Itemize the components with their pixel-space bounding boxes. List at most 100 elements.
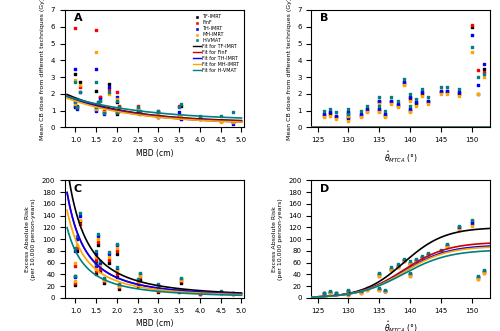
Point <box>418 90 426 95</box>
Point <box>154 115 162 120</box>
Point <box>455 228 463 233</box>
Point <box>375 106 383 112</box>
Point <box>72 260 80 265</box>
Text: B: B <box>320 14 328 24</box>
Point <box>400 257 408 262</box>
Point <box>406 108 414 113</box>
Point <box>436 84 444 90</box>
Point <box>344 110 352 115</box>
Point <box>154 112 162 117</box>
Point <box>443 84 451 90</box>
Point <box>94 100 102 105</box>
Text: D: D <box>320 184 330 194</box>
Point <box>96 98 104 103</box>
Point <box>480 269 488 274</box>
Point <box>344 292 352 298</box>
Point <box>468 44 475 50</box>
Point <box>406 270 414 276</box>
Point <box>356 115 364 120</box>
Point <box>375 106 383 112</box>
Point <box>363 286 371 291</box>
Point <box>418 254 426 260</box>
Point <box>74 245 82 251</box>
Point <box>76 210 84 215</box>
Point <box>436 91 444 97</box>
Point <box>100 110 108 115</box>
Point <box>100 112 108 117</box>
Point <box>94 239 102 245</box>
Point <box>72 78 80 83</box>
Point <box>418 90 426 95</box>
Point <box>480 66 488 71</box>
Point <box>344 289 352 294</box>
Point <box>92 106 100 112</box>
Point <box>154 288 162 293</box>
Point <box>406 273 414 278</box>
Point <box>134 276 141 282</box>
Point <box>388 266 396 271</box>
Point <box>216 118 224 123</box>
Point <box>332 113 340 118</box>
Point <box>418 255 426 260</box>
Point <box>424 250 432 255</box>
Point <box>406 110 414 115</box>
Point <box>74 105 82 110</box>
Point <box>96 266 104 271</box>
Point <box>436 248 444 254</box>
Point <box>136 275 144 280</box>
Point <box>468 49 475 55</box>
Point <box>356 108 364 113</box>
Point <box>154 285 162 290</box>
Point <box>72 282 80 288</box>
Point <box>100 110 108 115</box>
Y-axis label: Mean CB dose from different techniques (Gy): Mean CB dose from different techniques (… <box>40 0 45 140</box>
Point <box>175 113 183 118</box>
Point <box>154 115 162 120</box>
Point <box>375 98 383 103</box>
Point <box>72 100 80 105</box>
Point <box>115 106 123 112</box>
Point <box>406 272 414 277</box>
Point <box>344 118 352 123</box>
Point <box>115 105 123 110</box>
Point <box>375 288 383 293</box>
Point <box>136 110 144 115</box>
Point <box>320 113 328 118</box>
Point <box>363 106 371 112</box>
Point <box>104 90 112 95</box>
Legend: TF-IMRT, FinF, TH-IMRT, MH-IMRT, H-VMAT, Fit for TF-IMRT, Fit for FinF, Fit for : TF-IMRT, FinF, TH-IMRT, MH-IMRT, H-VMAT,… <box>192 12 241 75</box>
Point <box>96 260 104 265</box>
Point <box>216 113 224 118</box>
Point <box>134 105 141 110</box>
Point <box>175 288 183 294</box>
Point <box>134 108 141 113</box>
Point <box>406 260 414 265</box>
Point <box>356 112 364 117</box>
Point <box>344 288 352 293</box>
Point <box>375 273 383 278</box>
Point <box>474 275 482 280</box>
Point <box>375 288 383 293</box>
Point <box>92 254 100 260</box>
Point <box>196 291 204 296</box>
Point <box>72 101 80 107</box>
Point <box>94 242 102 248</box>
Point <box>412 257 420 262</box>
Point <box>406 95 414 100</box>
Point <box>72 26 80 31</box>
Point <box>388 95 396 100</box>
Point <box>113 110 121 115</box>
Point <box>104 91 112 97</box>
Point <box>480 269 488 274</box>
Point <box>344 115 352 120</box>
Point <box>72 66 80 71</box>
Point <box>178 101 186 107</box>
Point <box>154 281 162 286</box>
Point <box>344 106 352 112</box>
Point <box>326 113 334 118</box>
Point <box>455 225 463 230</box>
Point <box>436 248 444 254</box>
Point <box>94 101 102 107</box>
Y-axis label: Mean CB dose from different techniques (Gy): Mean CB dose from different techniques (… <box>286 0 292 140</box>
Point <box>412 101 420 107</box>
